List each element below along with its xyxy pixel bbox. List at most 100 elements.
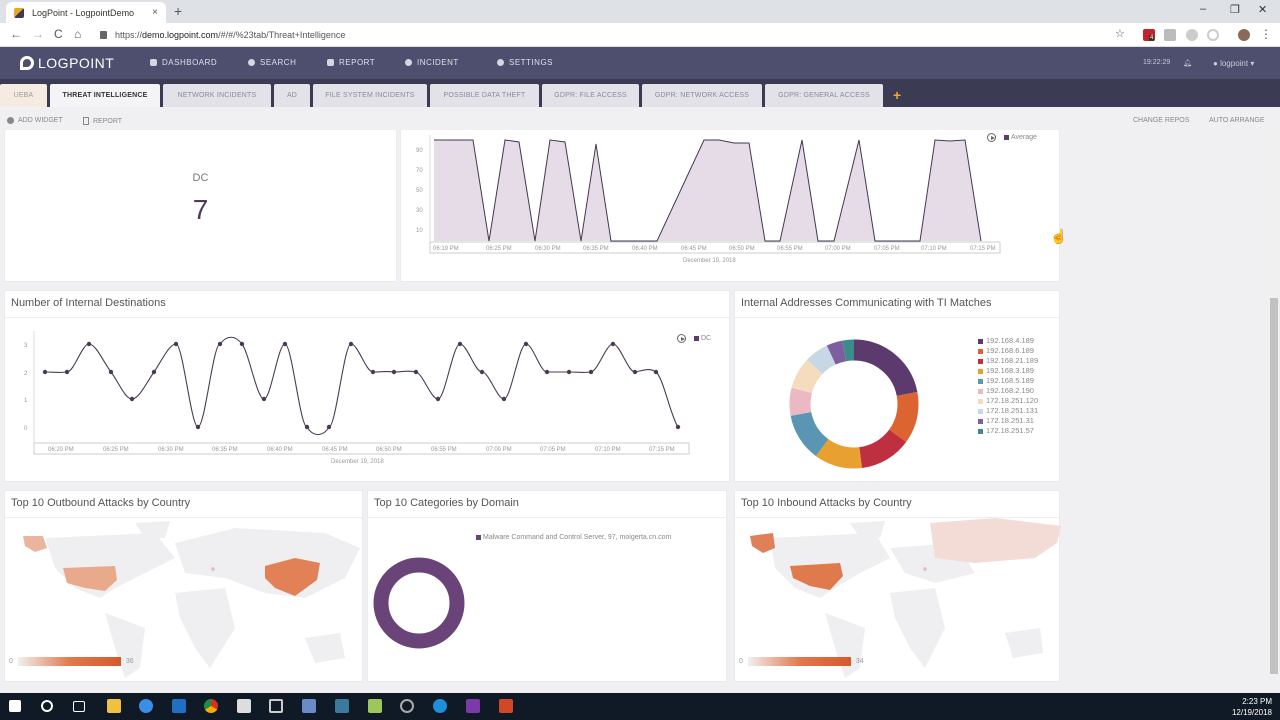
onenote-icon[interactable]	[466, 699, 480, 713]
nav-search[interactable]: SEARCH	[248, 58, 296, 67]
tab-file-system-incidents[interactable]: FILE SYSTEM INCIDENTS	[313, 84, 427, 107]
report-button[interactable]: REPORT	[83, 117, 122, 125]
scrollbar-thumb[interactable]	[1270, 298, 1278, 674]
legend-item[interactable]: 172.18.251.31	[978, 416, 1038, 426]
bookmark-star-icon[interactable]: ☆	[1115, 28, 1125, 40]
search-cortana-icon[interactable]	[41, 700, 53, 712]
system-clock[interactable]: 2:23 PM 12/19/2018	[1231, 697, 1272, 717]
tab-gdpr-network-access[interactable]: GDPR: NETWORK ACCESS	[642, 84, 762, 107]
legend-item[interactable]: 192.168.5.189	[978, 376, 1038, 386]
task-view-icon[interactable]	[73, 701, 85, 712]
tab-gdpr-general-access[interactable]: GDPR: GENERAL ACCESS	[765, 84, 883, 107]
svg-text:06:55 PM: 06:55 PM	[777, 246, 803, 252]
grammarly-extension-icon[interactable]	[1164, 29, 1176, 41]
incident-icon	[405, 59, 412, 66]
play-icon[interactable]	[677, 334, 686, 343]
back-button[interactable]: ←	[10, 27, 22, 41]
url-input[interactable]: https://demo.logpoint.com/#/#/%23tab/Thr…	[100, 27, 1110, 43]
nav-report[interactable]: REPORT	[327, 58, 375, 67]
tab-threat-intelligence[interactable]: THREAT INTELLIGENCE	[50, 84, 160, 107]
close-tab-icon[interactable]: ×	[152, 7, 158, 18]
svg-text:06:55 PM: 06:55 PM	[431, 447, 457, 453]
inbound-world-map	[750, 518, 1061, 678]
powerpoint-icon[interactable]	[499, 699, 513, 713]
notification-bell-icon[interactable]: 🔔︎	[1183, 60, 1192, 67]
svg-text:10: 10	[416, 228, 423, 234]
svg-text:07:00 PM: 07:00 PM	[486, 447, 512, 453]
windows-start-icon[interactable]	[9, 700, 21, 712]
tab-network-incidents[interactable]: NETWORK INCIDENTS	[163, 84, 271, 107]
legend-item[interactable]: 192.168.21.189	[978, 356, 1038, 366]
tab-possible-data-theft[interactable]: POSSIBLE DATA THEFT	[430, 84, 539, 107]
minimize-button[interactable]: –	[1200, 3, 1207, 15]
windows-taskbar: 2:23 PM 12/19/2018	[0, 693, 1280, 720]
logpoint-logo[interactable]: LOGPOINT	[20, 55, 114, 71]
user-menu[interactable]: ● logpoint ▾	[1213, 59, 1255, 68]
virtualbox-icon[interactable]	[269, 699, 283, 713]
new-tab-button[interactable]: +	[174, 3, 183, 19]
reload-button[interactable]: C	[54, 27, 63, 41]
nav-dashboard[interactable]: DASHBOARD	[150, 58, 217, 67]
legend-item[interactable]: 172.18.251.57	[978, 426, 1038, 436]
svg-text:90: 90	[416, 148, 423, 154]
svg-text:07:10 PM: 07:10 PM	[921, 246, 947, 252]
dc-legend[interactable]: DC	[677, 334, 711, 343]
add-widget-button[interactable]: ADD WIDGET	[7, 117, 63, 124]
legend-item[interactable]: 192.168.6.189	[978, 346, 1038, 356]
svg-text:06:25 PM: 06:25 PM	[103, 447, 129, 453]
forward-button[interactable]: →	[32, 27, 44, 41]
play-icon[interactable]	[987, 133, 996, 142]
notepad-icon[interactable]	[368, 699, 382, 713]
chrome-icon[interactable]	[204, 699, 218, 713]
categories-legend[interactable]: Malware Command and Control Server, 97, …	[476, 534, 671, 541]
average-legend[interactable]: Average	[987, 133, 1037, 142]
profile-avatar[interactable]	[1238, 29, 1250, 41]
widget-title: Number of Internal Destinations	[11, 297, 166, 309]
legend-item[interactable]: 192.168.4.189	[978, 336, 1038, 346]
dashboard-toolbar: ADD WIDGET REPORT CHANGE REPOS AUTO ARRA…	[0, 113, 1280, 129]
legend-item[interactable]: 192.168.3.189	[978, 366, 1038, 376]
home-button[interactable]: ⌂	[74, 27, 82, 41]
network-app-icon[interactable]	[302, 699, 316, 713]
usa-region	[63, 566, 117, 591]
nav-incident[interactable]: INCIDENT	[405, 58, 459, 67]
inbound-color-scale: 0 34	[739, 657, 864, 666]
outlook-icon[interactable]	[172, 699, 186, 713]
change-repos-button[interactable]: CHANGE REPOS	[1133, 117, 1190, 124]
zoom-app-icon[interactable]	[139, 699, 153, 713]
dashboard-tabs: UEBA THREAT INTELLIGENCE NETWORK INCIDEN…	[0, 79, 1280, 107]
legend-item[interactable]: 172.18.251.120	[978, 396, 1038, 406]
legend-swatch	[476, 535, 481, 540]
tab-ad[interactable]: AD	[274, 84, 310, 107]
app-circle-icon[interactable]	[400, 699, 414, 713]
file-explorer-icon[interactable]	[107, 699, 121, 713]
x-axis: 06:20 PM 06:25 PM 06:30 PM 06:35 PM 06:40 PM…	[48, 447, 675, 453]
svg-text:07:00 PM: 07:00 PM	[825, 246, 851, 252]
browser-tab[interactable]: LogPoint - LogpointDemo ×	[6, 2, 166, 23]
tab-ueba[interactable]: UEBA	[0, 84, 47, 107]
nav-settings[interactable]: SETTINGS	[497, 58, 553, 67]
extension-circle-icon[interactable]	[1186, 29, 1198, 41]
vpn-icon[interactable]	[335, 699, 349, 713]
browser-menu-icon[interactable]: ⋮	[1260, 27, 1272, 41]
extension-icon[interactable]: 4	[1143, 29, 1155, 41]
calculator-icon[interactable]	[237, 699, 251, 713]
svg-text:07:15 PM: 07:15 PM	[970, 246, 996, 252]
extension-play-icon[interactable]	[1207, 29, 1219, 41]
legend-item[interactable]: 192.168.2.190	[978, 386, 1038, 396]
svg-text:70: 70	[416, 168, 423, 174]
close-window-button[interactable]: ✕	[1258, 4, 1268, 16]
logpoint-logo-icon	[20, 56, 34, 70]
tab-gdpr-file-access[interactable]: GDPR: FILE ACCESS	[542, 84, 639, 107]
svg-text:06:40 PM: 06:40 PM	[267, 447, 293, 453]
skype-icon[interactable]	[433, 699, 447, 713]
svg-text:06:50 PM: 06:50 PM	[729, 246, 755, 252]
legend-item[interactable]: 172.18.251.131	[978, 406, 1038, 416]
y-axis: 90 70 50 30 10	[416, 148, 423, 234]
svg-text:06:35 PM: 06:35 PM	[212, 447, 238, 453]
svg-text:06:30 PM: 06:30 PM	[535, 246, 561, 252]
auto-arrange-button[interactable]: AUTO ARRANGE	[1209, 117, 1265, 124]
add-tab-button[interactable]: +	[893, 87, 902, 103]
svg-text:07:15 PM: 07:15 PM	[649, 447, 675, 453]
restore-button[interactable]: ❐	[1230, 4, 1240, 16]
